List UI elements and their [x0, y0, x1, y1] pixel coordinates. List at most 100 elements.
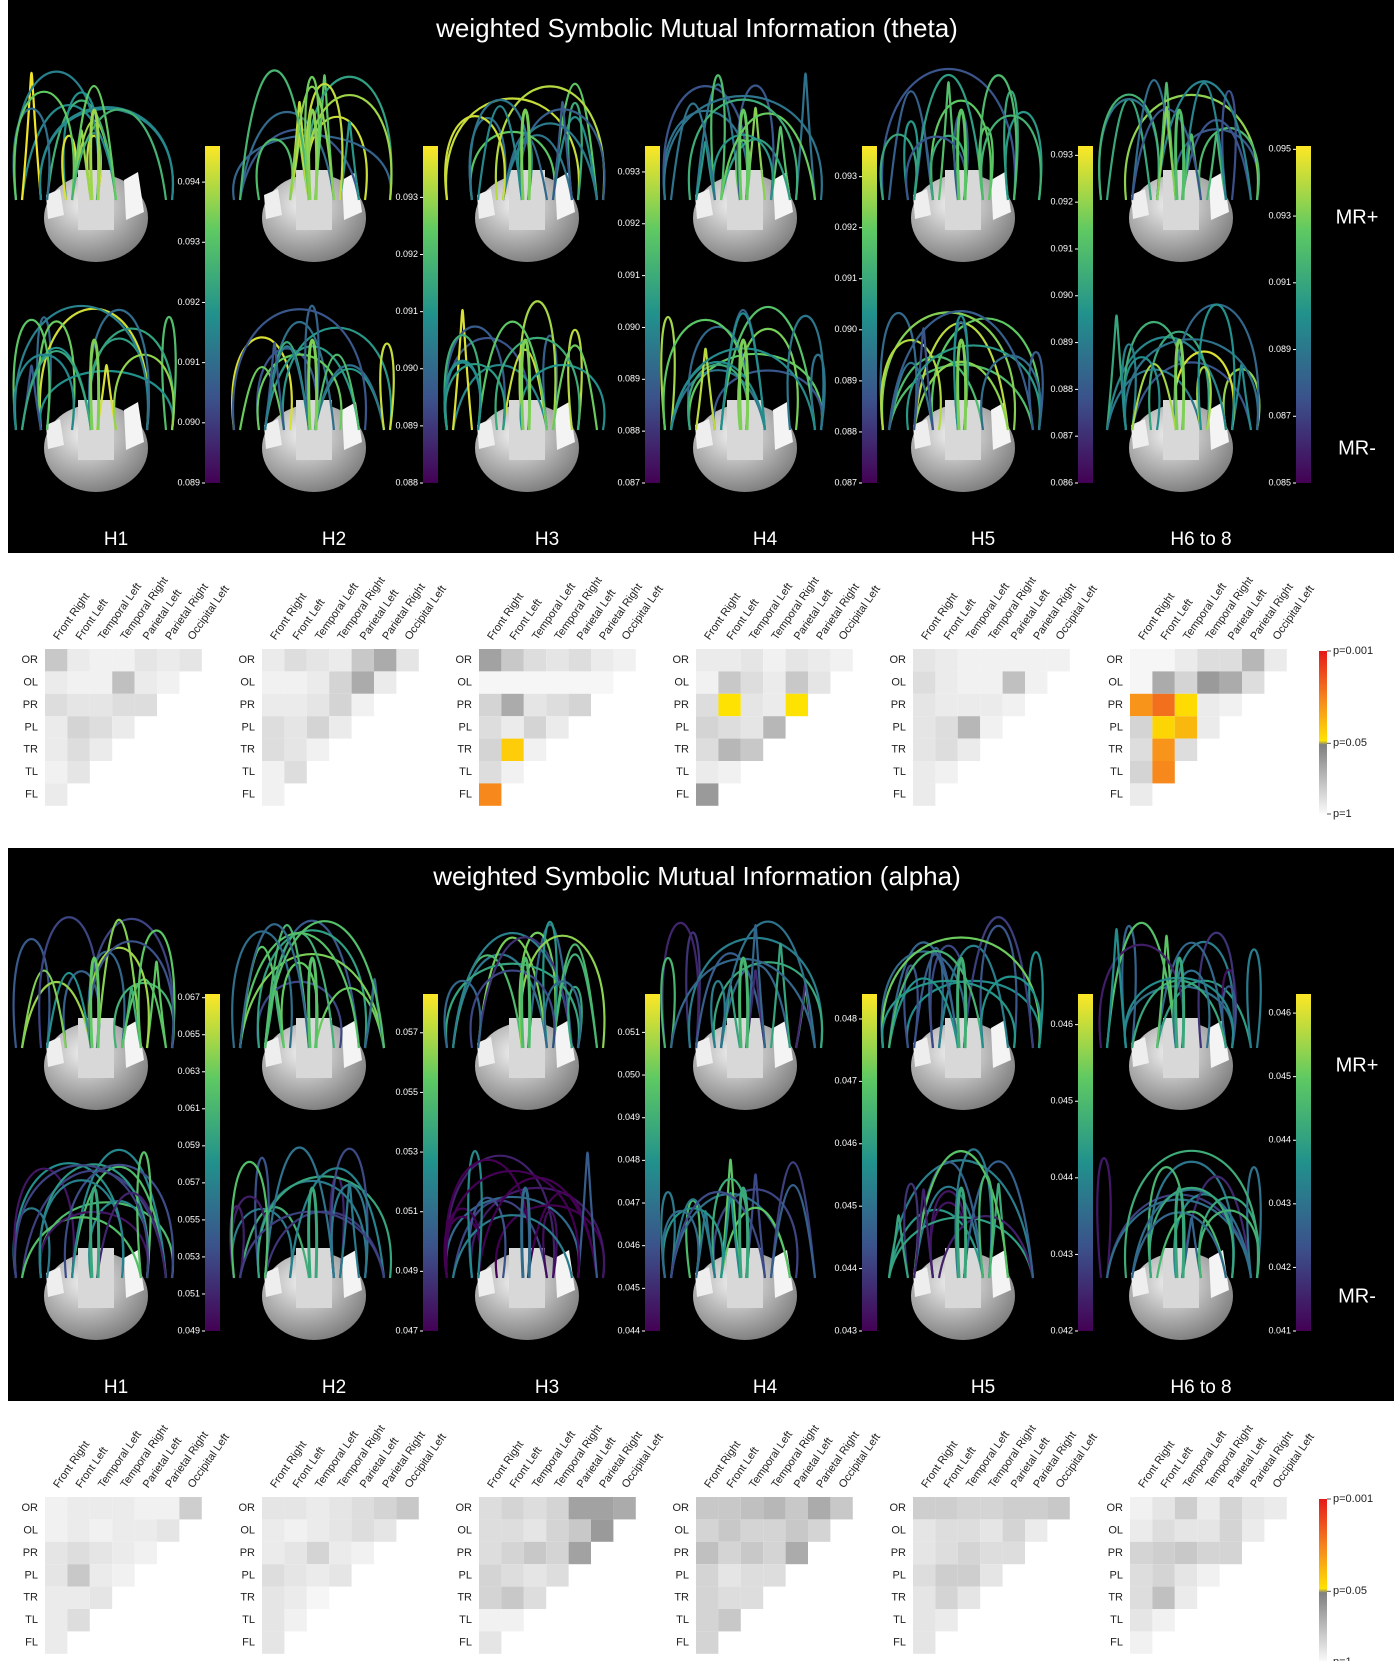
matrix-cell	[1130, 716, 1152, 738]
matrix-row-label: OL	[1108, 1525, 1123, 1537]
matrix-cell	[1175, 649, 1197, 671]
column-label: H2	[322, 529, 346, 550]
matrix-cell	[1175, 671, 1197, 693]
matrix-cell	[741, 1564, 763, 1586]
matrix-row-label: PR	[23, 699, 38, 711]
matrix-cell	[479, 649, 501, 671]
matrix-cell	[45, 761, 67, 783]
colorbar-tick-label: 0.095	[1268, 144, 1291, 154]
colorbar-tick-label: 0.044	[617, 1325, 640, 1335]
matrix-row-label: TL	[459, 1614, 472, 1626]
matrix-cell	[501, 671, 523, 693]
matrix-row-label: OL	[891, 1525, 906, 1537]
matrix-cell	[763, 1519, 785, 1541]
matrix-cell	[958, 1542, 980, 1564]
colorbar-tick-label: 0.087	[1050, 431, 1073, 441]
electrode-plane	[945, 1248, 981, 1308]
matrix-cell	[696, 1519, 718, 1541]
matrix-cell	[718, 1497, 740, 1519]
matrix-cell	[329, 671, 351, 693]
matrix-cell	[958, 649, 980, 671]
colorbar-tick-label: 0.055	[395, 1087, 418, 1097]
matrix-cell	[329, 694, 351, 716]
colorbar	[205, 146, 220, 483]
matrix-cell	[913, 1542, 935, 1564]
colorbar-tick-label: 0.067	[177, 992, 200, 1002]
colorbar-tick-label: 0.046	[1050, 1019, 1073, 1029]
colorbar-tick-label: 0.086	[1050, 477, 1073, 487]
matrix-cell	[935, 1497, 957, 1519]
electrode-plane	[296, 1018, 332, 1078]
matrix-cell	[1130, 671, 1152, 693]
matrix-cell	[45, 739, 67, 761]
matrix-cell	[501, 649, 523, 671]
matrix-row-label: OL	[240, 1525, 255, 1537]
matrix-cell	[808, 1519, 830, 1541]
matrix-cell	[591, 1519, 613, 1541]
matrix-cell	[1220, 1497, 1242, 1519]
matrix-cell	[696, 649, 718, 671]
matrix-cell	[763, 1497, 785, 1519]
matrix-cell	[980, 649, 1002, 671]
matrix-cell	[262, 1519, 284, 1541]
matrix-cell	[262, 1609, 284, 1631]
matrix-row-label: TL	[676, 1614, 689, 1626]
colorbar-tick-label: 0.093	[834, 171, 857, 181]
matrix-row-label: PL	[893, 721, 906, 733]
colorbar-tick-label: 0.051	[177, 1288, 200, 1298]
electrode-plane	[1163, 1018, 1199, 1078]
matrix-cell	[741, 1542, 763, 1564]
colorbar-tick-label: 0.044	[834, 1263, 857, 1273]
matrix-cell	[67, 694, 89, 716]
matrix-row-label: PR	[1108, 699, 1123, 711]
matrix-row-label: PR	[240, 699, 255, 711]
matrix-cell	[696, 1609, 718, 1631]
matrix-cell	[135, 671, 157, 693]
matrix-cell	[479, 671, 501, 693]
column-label: H4	[753, 529, 778, 550]
colorbar-tick-label: 0.085	[1268, 477, 1291, 487]
matrix-cell	[1130, 739, 1152, 761]
colorbar-tick-label: 0.091	[834, 273, 857, 283]
matrix-cell	[524, 739, 546, 761]
matrix-row-label: TR	[457, 744, 472, 756]
panel-title: weighted Symbolic Mutual Information (th…	[435, 13, 958, 43]
colorbar-tick-label: 0.090	[617, 322, 640, 332]
matrix-row-label: TL	[1110, 1614, 1123, 1626]
colorbar-tick-label: 0.088	[617, 426, 640, 436]
matrix-cell	[307, 694, 329, 716]
matrix-row-label: FL	[676, 1637, 689, 1649]
matrix-cell	[718, 1564, 740, 1586]
matrix-row-label: TR	[23, 744, 38, 756]
colorbar-tick-label: 0.090	[395, 363, 418, 373]
electrode-plane	[296, 400, 332, 460]
matrix-cell	[329, 1542, 351, 1564]
matrix-cell	[262, 1587, 284, 1609]
colorbar-tick-label: 0.055	[177, 1214, 200, 1224]
colorbar-tick-label: 0.045	[834, 1201, 857, 1211]
matrix-cell	[307, 1497, 329, 1519]
matrix-cell	[741, 1587, 763, 1609]
matrix-row-label: PR	[674, 1547, 689, 1559]
matrix-row-label: TR	[674, 744, 689, 756]
matrix-cell	[262, 1542, 284, 1564]
matrix-cell	[1047, 1497, 1069, 1519]
matrix-row-label: TR	[240, 744, 255, 756]
matrix-cell	[718, 1542, 740, 1564]
matrix-row-label: TL	[242, 1614, 255, 1626]
colorbar	[1296, 994, 1311, 1331]
column-label: H1	[104, 1377, 128, 1398]
matrix-cell	[786, 1519, 808, 1541]
p-colorbar-tick-label: p=0.05	[1333, 1585, 1367, 1597]
matrix-cell	[307, 716, 329, 738]
colorbar-tick-label: 0.045	[1050, 1096, 1073, 1106]
matrix-cell	[90, 739, 112, 761]
matrix-cell	[980, 1497, 1002, 1519]
matrix-cell	[135, 1542, 157, 1564]
matrix-cell	[830, 1497, 852, 1519]
colorbar-tick-label: 0.089	[834, 375, 857, 385]
matrix-cell	[329, 1497, 351, 1519]
matrix-cell	[980, 671, 1002, 693]
electrode-plane	[296, 170, 332, 230]
matrix-cell	[696, 671, 718, 693]
